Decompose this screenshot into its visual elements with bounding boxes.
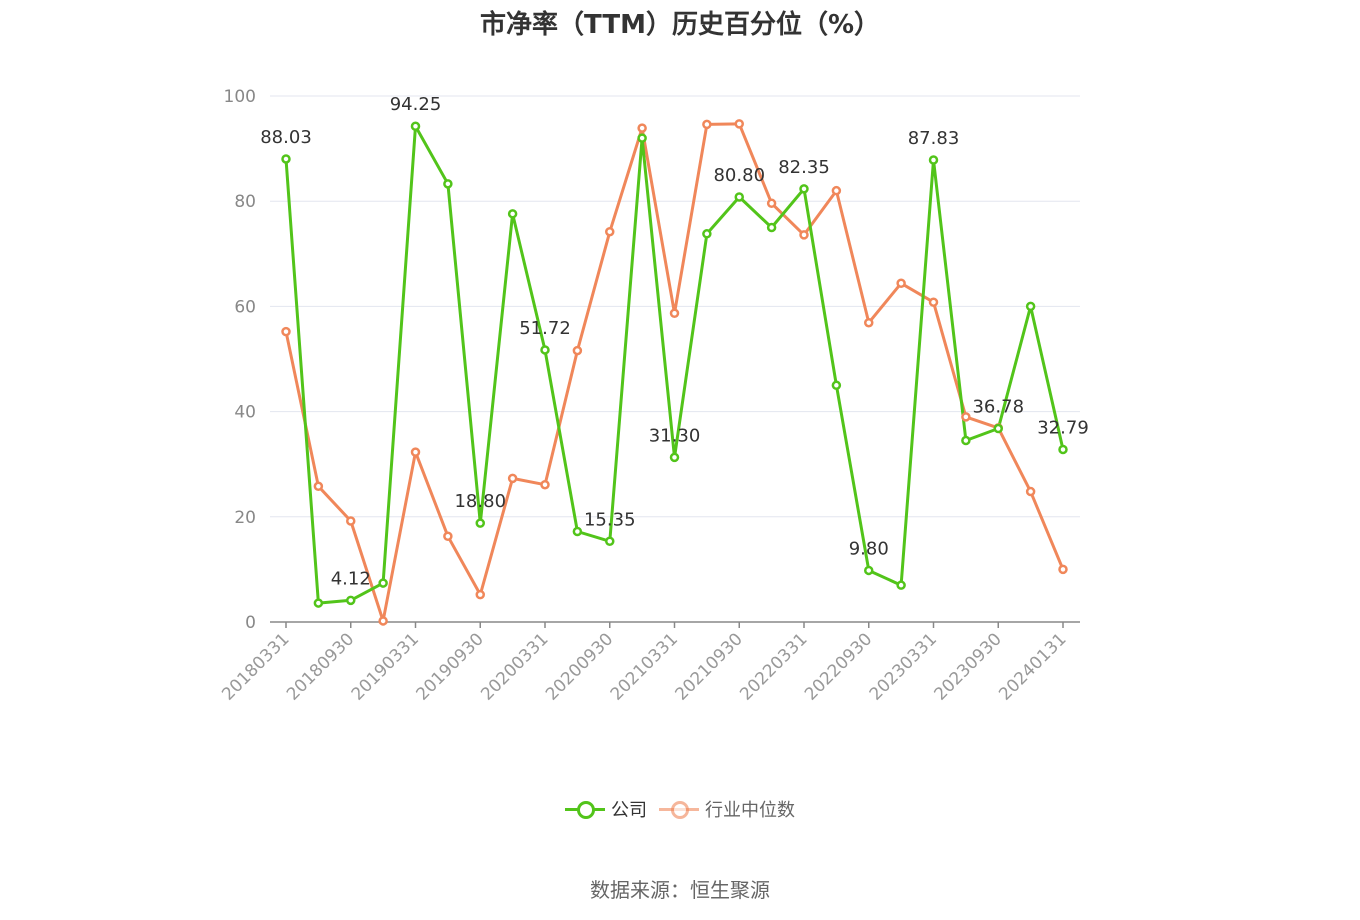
data-point-company	[799, 184, 809, 194]
data-point-company	[346, 595, 356, 606]
legend-item-industry-median[interactable]: 行业中位数	[659, 796, 795, 822]
source-note: 数据来源：恒生聚源	[590, 878, 770, 902]
legend-swatch-industry-median	[659, 799, 699, 819]
data-point-company	[443, 179, 453, 189]
data-label: 15.35	[584, 509, 636, 530]
x-tick-label: 20210930	[671, 629, 746, 704]
data-point-company	[281, 154, 291, 164]
data-point-industry-median	[669, 308, 680, 318]
data-point-industry-median	[928, 297, 939, 307]
legend-item-company[interactable]: 公司	[565, 796, 647, 822]
x-tick-label: 20240131	[995, 629, 1070, 704]
data-point-industry-median	[605, 226, 615, 237]
x-tick-label: 20230930	[930, 629, 1005, 704]
legend: 公司 行业中位数	[0, 796, 1360, 822]
x-tick-label: 20210331	[607, 629, 682, 704]
data-point-company	[993, 423, 1003, 434]
data-point-industry-median	[799, 230, 809, 240]
data-point-industry-median	[346, 516, 356, 526]
data-point-company	[734, 192, 744, 202]
data-label: 32.79	[1037, 418, 1089, 439]
data-point-company	[961, 435, 971, 446]
data-point-company	[605, 536, 615, 547]
data-label: 9.80	[849, 538, 889, 559]
data-point-company	[637, 133, 647, 143]
data-point-company	[540, 345, 550, 355]
data-point-industry-median	[572, 345, 583, 356]
data-point-company	[378, 578, 388, 588]
data-label: 88.03	[260, 127, 312, 148]
data-point-industry-median	[864, 317, 874, 328]
legend-swatch-company	[565, 799, 605, 819]
data-label: 80.80	[713, 165, 765, 186]
x-tick-label: 20180331	[218, 629, 293, 704]
x-tick-label: 20200331	[477, 629, 552, 704]
legend-label-industry-median: 行业中位数	[705, 800, 795, 821]
data-point-industry-median	[475, 589, 485, 600]
data-label: 31.30	[649, 425, 701, 446]
y-tick-label: 20	[234, 508, 256, 528]
y-tick-label: 100	[224, 87, 256, 107]
data-point-industry-median	[410, 447, 421, 457]
data-point-company	[896, 580, 906, 590]
data-point-industry-median	[540, 479, 550, 490]
data-point-industry-median	[896, 278, 906, 289]
x-tick-label: 20190331	[348, 629, 423, 704]
data-point-company	[831, 380, 842, 391]
data-point-industry-median	[507, 473, 518, 484]
x-tick-label: 20220930	[801, 629, 876, 704]
data-point-industry-median	[313, 481, 324, 492]
data-point-company	[928, 155, 939, 165]
data-point-industry-median	[443, 531, 453, 542]
data-point-company	[766, 222, 777, 233]
y-tick-label: 40	[234, 403, 256, 423]
data-point-industry-median	[702, 119, 712, 130]
data-point-company	[475, 518, 485, 528]
data-point-company	[410, 121, 421, 131]
data-point-industry-median	[766, 198, 777, 209]
data-point-industry-median	[831, 185, 842, 196]
data-point-company	[572, 526, 583, 537]
data-point-industry-median	[378, 616, 388, 626]
data-label: 18.80	[454, 491, 506, 512]
data-point-company	[669, 452, 680, 463]
legend-label-company: 公司	[611, 800, 647, 821]
x-tick-label: 20200930	[542, 629, 617, 704]
y-tick-label: 60	[234, 297, 256, 317]
data-label: 87.83	[908, 128, 960, 149]
data-label: 82.35	[778, 157, 830, 178]
x-tick-label: 20190930	[412, 629, 487, 704]
data-label: 4.12	[331, 568, 371, 589]
data-point-company	[702, 229, 712, 239]
data-point-industry-median	[1025, 486, 1036, 497]
data-point-industry-median	[961, 412, 971, 422]
data-point-company	[1025, 301, 1036, 312]
x-tick-label: 20220331	[736, 629, 811, 704]
x-tick-label: 20180930	[283, 629, 358, 704]
data-point-industry-median	[281, 326, 291, 337]
data-label: 94.25	[390, 94, 442, 115]
data-point-industry-median	[1058, 564, 1068, 575]
chart-title: 市净率（TTM）历史百分位（%）	[480, 10, 880, 40]
data-point-company	[313, 598, 324, 608]
series-line-company	[284, 124, 1065, 605]
data-point-company	[1058, 444, 1068, 455]
data-point-industry-median	[734, 119, 744, 129]
data-point-industry-median	[637, 123, 647, 133]
y-tick-label: 0	[245, 613, 256, 633]
data-label: 36.78	[972, 397, 1024, 418]
x-tick-label: 20230331	[866, 629, 941, 704]
data-label: 51.72	[519, 318, 571, 339]
series-line-industry-median	[284, 122, 1065, 623]
data-point-company	[864, 565, 874, 576]
data-point-company	[507, 209, 518, 219]
y-tick-label: 80	[234, 192, 256, 212]
